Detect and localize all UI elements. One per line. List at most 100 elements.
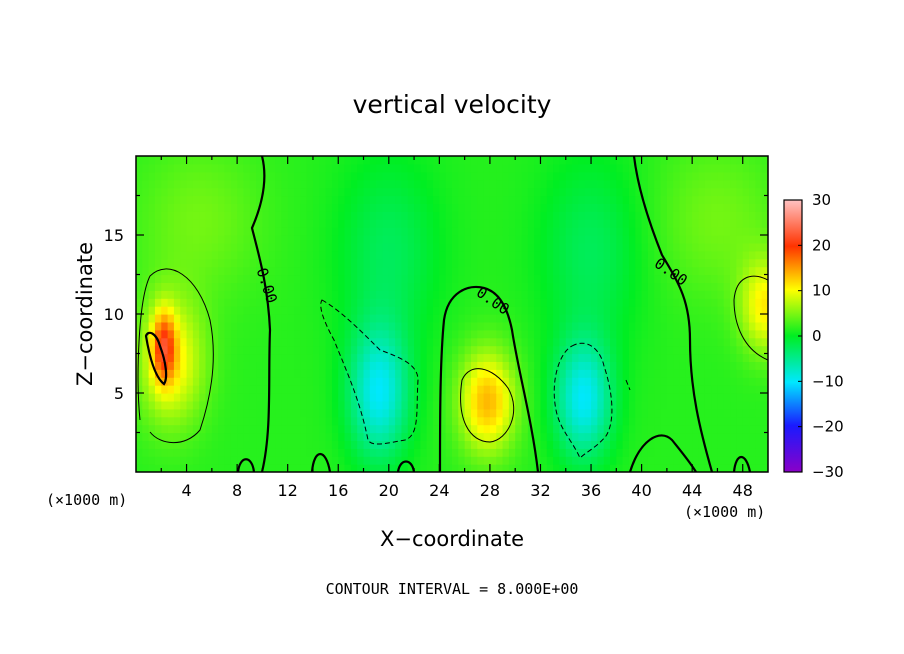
heatmap-cell xyxy=(477,353,485,362)
heatmap-cell xyxy=(496,440,504,449)
heatmap-cell xyxy=(445,250,453,260)
heatmap-cell xyxy=(331,408,339,418)
heatmap-cell xyxy=(685,242,693,252)
heatmap-cell xyxy=(376,416,384,426)
heatmap-cell xyxy=(445,448,453,457)
heatmap-cell xyxy=(433,179,440,189)
heatmap-cell xyxy=(603,416,611,426)
heatmap-cell xyxy=(616,345,624,355)
heatmap-cell xyxy=(262,156,270,165)
heatmap-cell xyxy=(641,274,649,283)
heatmap-cell xyxy=(527,329,535,339)
heatmap-cell xyxy=(395,203,403,212)
heatmap-cell xyxy=(673,456,681,465)
heatmap-cell xyxy=(736,211,744,220)
heatmap-cell xyxy=(711,353,719,362)
heatmap-cell xyxy=(154,227,162,236)
heatmap-cell xyxy=(515,369,523,378)
heatmap-cell xyxy=(420,274,428,283)
heatmap-cell xyxy=(698,464,706,472)
heatmap-cell xyxy=(161,163,169,173)
heatmap-cell xyxy=(433,314,440,323)
heatmap-cell xyxy=(584,321,592,331)
heatmap-cell xyxy=(388,179,396,189)
heatmap-cell xyxy=(414,179,421,189)
heatmap-cell xyxy=(363,211,371,220)
heatmap-cell xyxy=(161,203,169,212)
heatmap-cell xyxy=(369,321,377,331)
heatmap-cell xyxy=(508,408,516,418)
heatmap-cell xyxy=(136,195,143,204)
heatmap-cell xyxy=(350,171,358,181)
heatmap-cell xyxy=(698,242,706,252)
heatmap-cell xyxy=(433,298,440,307)
heatmap-cell xyxy=(628,187,636,197)
heatmap-cell xyxy=(268,156,276,165)
heatmap-cell xyxy=(357,290,365,299)
heatmap-cell xyxy=(565,440,573,449)
heatmap-cell xyxy=(610,329,617,339)
heatmap-cell xyxy=(167,187,175,197)
heatmap-cell xyxy=(173,448,181,457)
heatmap-cell xyxy=(369,361,377,370)
heatmap-cell xyxy=(521,179,529,189)
heatmap-cell xyxy=(275,171,282,181)
heatmap-cell xyxy=(679,235,687,244)
heatmap-cell xyxy=(357,456,365,465)
heatmap-cell xyxy=(319,369,327,378)
heatmap-cell xyxy=(338,393,346,402)
heatmap-cell xyxy=(578,385,586,394)
heatmap-cell xyxy=(761,282,768,291)
heatmap-cell xyxy=(749,456,756,465)
heatmap-cell xyxy=(154,203,162,212)
heatmap-cell xyxy=(388,337,396,347)
heatmap-cell xyxy=(161,179,169,189)
heatmap-cell xyxy=(211,242,219,252)
heatmap-cell xyxy=(610,258,617,268)
heatmap-cell xyxy=(546,227,554,236)
heatmap-cell xyxy=(306,345,314,355)
heatmap-cell xyxy=(218,274,226,283)
heatmap-cell xyxy=(521,464,529,472)
heatmap-cell xyxy=(515,329,523,339)
heatmap-cell xyxy=(723,156,731,165)
heatmap-cell xyxy=(698,219,706,228)
heatmap-cell xyxy=(692,416,700,426)
heatmap-cell xyxy=(711,416,719,426)
heatmap-cell xyxy=(749,424,756,434)
heatmap-cell xyxy=(565,361,573,370)
heatmap-cell xyxy=(496,266,504,276)
heatmap-cell xyxy=(553,258,561,268)
heatmap-cell xyxy=(275,298,282,307)
heatmap-cell xyxy=(572,464,579,472)
heatmap-cell xyxy=(338,416,346,426)
heatmap-cell xyxy=(464,195,472,204)
heatmap-cell xyxy=(483,219,491,228)
heatmap-cell xyxy=(698,377,706,386)
heatmap-cell xyxy=(180,361,188,370)
heatmap-cell xyxy=(559,156,567,165)
heatmap-cell xyxy=(616,195,624,204)
heatmap-cell xyxy=(527,306,535,315)
heatmap-cell xyxy=(717,424,725,434)
heatmap-cell xyxy=(508,219,516,228)
heatmap-cell xyxy=(205,203,213,212)
heatmap-cell xyxy=(218,219,226,228)
heatmap-cell xyxy=(211,298,219,307)
heatmap-cell xyxy=(167,361,175,370)
heatmap-cell xyxy=(527,211,535,220)
heatmap-cell xyxy=(578,163,586,173)
heatmap-cell xyxy=(230,369,238,378)
heatmap-cell xyxy=(237,456,245,465)
heatmap-cell xyxy=(742,227,750,236)
heatmap-cell xyxy=(287,416,295,426)
heatmap-cell xyxy=(205,211,213,220)
heatmap-cell xyxy=(597,321,605,331)
heatmap-cell xyxy=(211,393,219,402)
heatmap-cell xyxy=(414,424,421,434)
heatmap-cell xyxy=(641,250,649,260)
heatmap-cell xyxy=(666,227,674,236)
heatmap-cell xyxy=(142,163,150,173)
heatmap-cell xyxy=(300,298,308,307)
